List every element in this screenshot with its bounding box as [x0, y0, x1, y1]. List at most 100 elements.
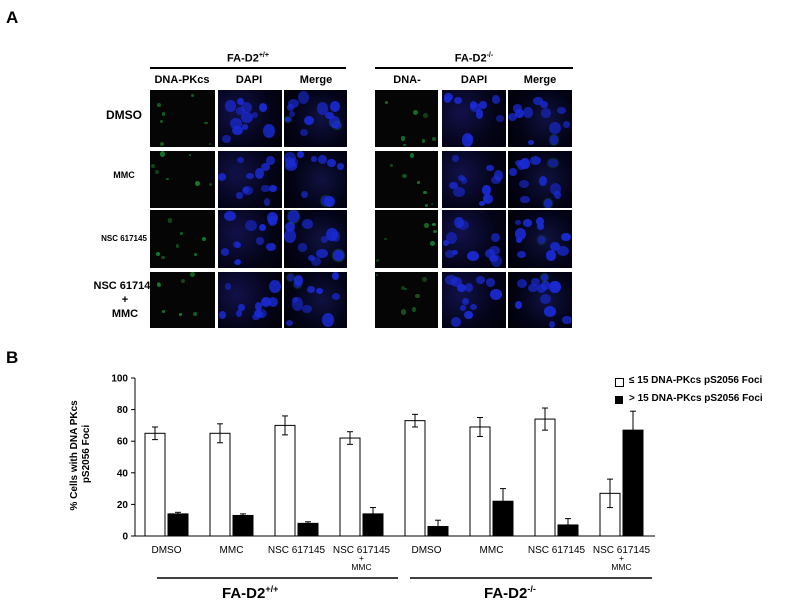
- nucleus-spot: [533, 97, 543, 106]
- nucleus-spot: [453, 96, 463, 104]
- group-title-fa-d2-ko: FA-D2-/-: [375, 52, 573, 65]
- x-tick-label-line: MMC: [351, 562, 371, 572]
- x-tick-label: NSC 617145 + MMC: [593, 545, 651, 572]
- group-label-fa-d2-wt: FA-D2+/+: [222, 584, 278, 602]
- legend-label: > 15 DNA-PKcs pS2056 Foci: [629, 393, 763, 404]
- nucleus-spot: [423, 112, 429, 119]
- nucleus-spot: [462, 133, 474, 147]
- nucleus-spot: [415, 293, 421, 299]
- nucleus-spot: [235, 107, 245, 115]
- nucleus-spot: [332, 122, 342, 130]
- nucleus-spot: [230, 117, 242, 129]
- nucleus-spot: [190, 272, 195, 278]
- group-title-fa-d2-wt: FA-D2+/+: [150, 52, 346, 65]
- group-title-sup: +/+: [258, 52, 269, 59]
- nucleus-spot: [489, 254, 498, 262]
- nucleus-spot: [376, 258, 380, 262]
- micrograph-dapi: [442, 90, 506, 147]
- nucleus-spot: [451, 249, 459, 255]
- nucleus-spot: [401, 309, 406, 315]
- nucleus-spot: [284, 229, 296, 243]
- nucleus-spot: [202, 237, 207, 241]
- nucleus-spot: [543, 198, 552, 208]
- nucleus-spot: [464, 310, 473, 320]
- nucleus-spot: [245, 220, 257, 232]
- nucleus-spot: [336, 162, 345, 170]
- nucleus-spot: [417, 181, 421, 184]
- nucleus-spot: [424, 204, 428, 207]
- nucleus-spot: [161, 309, 165, 313]
- row-label-mmc: MMC: [113, 170, 135, 180]
- legend-swatch-filled: [615, 396, 623, 404]
- nucleus-spot: [252, 314, 261, 321]
- nucleus-spot: [460, 304, 467, 311]
- nucleus-spot: [547, 158, 558, 167]
- nucleus-spot: [268, 215, 278, 227]
- nucleus-spot: [254, 168, 264, 179]
- nucleus-spot: [242, 186, 249, 194]
- nucleus-spot: [204, 121, 208, 125]
- nucleus-spot: [464, 282, 474, 292]
- nucleus-spot: [390, 164, 393, 167]
- nucleus-spot: [514, 108, 525, 119]
- nucleus-spot: [302, 304, 313, 314]
- nucleus-spot: [535, 216, 545, 226]
- nucleus-spot: [157, 103, 161, 107]
- nucleus-spot: [233, 259, 240, 266]
- bar: [144, 432, 166, 537]
- nucleus-spot: [460, 176, 468, 184]
- y-axis-label: % Cells with DNA PKcs pS2056 Foci: [69, 398, 92, 511]
- nucleus-spot: [208, 142, 212, 145]
- group-underline: [375, 67, 573, 69]
- nucleus-spot: [448, 181, 458, 189]
- nucleus-spot: [509, 168, 517, 176]
- bar: [404, 420, 426, 537]
- group-underline: [150, 67, 346, 69]
- nucleus-spot: [430, 240, 436, 246]
- nucleus-spot: [222, 135, 231, 143]
- micrograph-dna-pkcs: [150, 90, 215, 147]
- micrograph-dna-pkcs: [150, 151, 215, 208]
- nucleus-spot: [316, 102, 329, 115]
- nucleus-spot: [453, 187, 465, 198]
- nucleus-spot: [537, 223, 545, 230]
- nucleus-spot: [476, 276, 485, 284]
- nucleus-spot: [403, 144, 406, 147]
- nucleus-spot: [297, 243, 308, 252]
- nucleus-spot: [331, 292, 340, 300]
- nucleus-spot: [486, 164, 494, 172]
- x-tick-label: MMC: [220, 545, 244, 556]
- y-tick-label: 20: [117, 500, 129, 511]
- micrograph-merge: [508, 272, 572, 328]
- nucleus-spot: [475, 109, 484, 119]
- nucleus-spot: [297, 151, 304, 158]
- bar: [232, 514, 254, 537]
- nucleus-spot: [188, 154, 191, 157]
- nucleus-spot: [517, 250, 527, 258]
- x-tick-label-line: MMC: [480, 545, 504, 556]
- bar: [469, 426, 491, 537]
- nucleus-spot: [422, 276, 427, 282]
- nucleus-spot: [401, 136, 406, 141]
- column-head-merge: Merge: [523, 74, 557, 86]
- group-label-base: FA-D2: [222, 585, 266, 602]
- nucleus-spot: [261, 163, 270, 172]
- nucleus-spot: [493, 170, 504, 182]
- y-tick-label: 60: [117, 437, 129, 448]
- nucleus-spot: [194, 252, 197, 256]
- nucleus-spot: [490, 232, 500, 243]
- nucleus-spot: [469, 101, 478, 110]
- nucleus-spot: [284, 157, 295, 168]
- y-tick-label: 100: [111, 374, 128, 385]
- group-label-base: FA-D2: [484, 585, 528, 602]
- micrograph-merge: [284, 272, 347, 328]
- nucleus-spot: [236, 97, 245, 106]
- nucleus-spot: [520, 195, 530, 204]
- y-tick-label: 0: [122, 532, 128, 543]
- nucleus-spot: [310, 155, 318, 162]
- nucleus-spot: [538, 236, 546, 245]
- nucleus-spot: [528, 139, 535, 146]
- nucleus-spot: [402, 173, 408, 179]
- nucleus-spot: [457, 219, 470, 230]
